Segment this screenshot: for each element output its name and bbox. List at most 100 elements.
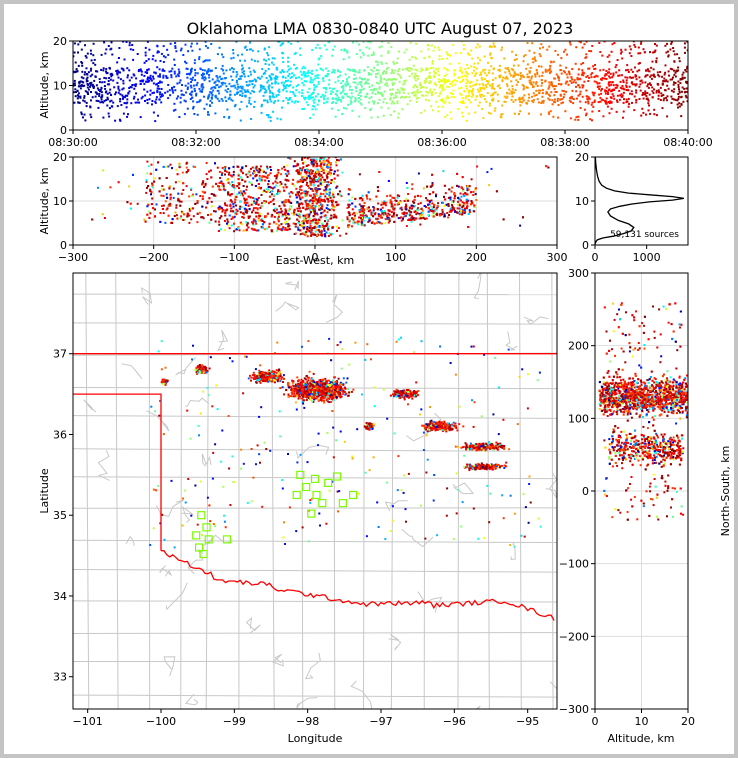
time-altitude-source-point	[415, 57, 418, 60]
time-altitude-source-point	[196, 42, 199, 45]
time-altitude-source-point	[312, 113, 315, 116]
time-altitude-source-point	[196, 101, 199, 104]
ew-altitude-source-point	[192, 165, 195, 168]
ew-altitude-source-point	[271, 199, 274, 202]
time-altitude-source-point	[478, 101, 481, 104]
time-altitude-source-point	[652, 92, 655, 94]
time-altitude-source-point	[265, 77, 268, 79]
ew-altitude-source-point	[228, 171, 231, 174]
ew-altitude-source-point	[348, 220, 351, 223]
time-altitude-source-point	[146, 80, 149, 83]
time-altitude-source-point	[201, 74, 204, 77]
time-altitude-source-point	[275, 95, 278, 98]
time-altitude-source-point	[475, 95, 478, 98]
time-altitude-source-point	[204, 77, 207, 80]
time-altitude-source-point	[621, 87, 624, 90]
ew-altitude-source-point	[403, 215, 406, 218]
ew-altitude-source-point	[386, 215, 389, 218]
ew-altitude-source-point	[271, 187, 274, 190]
time-altitude-source-point	[473, 75, 476, 77]
time-altitude-source-point	[190, 67, 193, 70]
time-altitude-source-point	[203, 73, 206, 76]
time-altitude-source-point	[185, 62, 188, 65]
ew-altitude-source-point	[280, 210, 283, 213]
ew-altitude-source-point	[441, 201, 443, 204]
ew-altitude-source-point	[229, 210, 232, 213]
ew-altitude-source-point	[315, 165, 318, 168]
ew-altitude-source-point	[367, 217, 370, 220]
time-altitude-source-point	[384, 72, 387, 75]
time-altitude-source-point	[104, 87, 107, 90]
ew-altitude-source-point	[266, 177, 269, 179]
time-altitude-source-point	[313, 77, 316, 80]
ew-altitude-source-point	[162, 165, 165, 168]
time-altitude-source-point	[79, 96, 82, 99]
ew-altitude-source-point	[279, 181, 282, 183]
ew-altitude-source-point	[330, 180, 333, 183]
time-altitude-source-point	[438, 86, 441, 89]
time-altitude-source-point	[604, 92, 607, 95]
ew-altitude-source-point	[317, 225, 320, 228]
time-altitude-source-point	[73, 84, 75, 87]
time-altitude-source-point	[234, 103, 237, 106]
time-altitude-source-point	[421, 69, 424, 71]
ew-altitude-source-point	[488, 184, 491, 187]
time-altitude-source-point	[78, 81, 81, 84]
ew-altitude-source-point	[161, 185, 164, 187]
ew-altitude-source-point	[324, 214, 327, 217]
time-altitude-source-point	[572, 98, 575, 101]
ew-altitude-source-point	[334, 215, 337, 218]
ew-altitude-source-point	[367, 191, 370, 194]
time-altitude-source-point	[452, 89, 455, 92]
time-altitude-source-point	[401, 89, 404, 91]
time-altitude-source-point	[232, 85, 235, 88]
time-altitude-source-point	[523, 55, 525, 58]
ew-altitude-source-point	[324, 191, 327, 193]
time-altitude-source-point	[678, 102, 681, 105]
ew-altitude-source-point	[346, 218, 349, 221]
time-altitude-source-point	[192, 84, 195, 87]
time-altitude-source-point	[657, 74, 660, 77]
ew-altitude-source-point	[236, 228, 238, 231]
time-altitude-source-point	[670, 41, 673, 44]
time-altitude-source-point	[135, 83, 138, 86]
ew-altitude-source-point	[293, 160, 296, 163]
ew-altitude-source-point	[306, 207, 309, 210]
ew-altitude-source-point	[427, 210, 430, 213]
time-altitude-source-point	[389, 98, 392, 101]
ew-altitude-source-point	[460, 199, 462, 202]
ew-altitude-source-point	[155, 203, 158, 206]
time-altitude-source-point	[534, 59, 537, 62]
time-altitude-source-point	[394, 69, 397, 72]
time-altitude-source-point	[647, 109, 650, 112]
time-altitude-source-point	[359, 98, 362, 101]
time-altitude-source-point	[91, 83, 94, 86]
time-altitude-source-point	[608, 54, 611, 57]
time-altitude-source-point	[531, 42, 534, 45]
time-altitude-source-point	[151, 92, 154, 94]
ew-altitude-source-point	[132, 173, 134, 176]
time-altitude-source-point	[562, 96, 565, 99]
ew-altitude-source-point	[247, 217, 250, 219]
time-altitude-source-point	[90, 67, 93, 70]
time-altitude-source-point	[309, 94, 312, 97]
time-altitude-source-point	[440, 99, 442, 102]
time-altitude-source-point	[87, 88, 90, 91]
time-altitude-source-point	[610, 90, 613, 93]
time-altitude-source-point	[649, 75, 652, 78]
ew-altitude-source-point	[286, 228, 289, 231]
time-altitude-source-point	[627, 105, 630, 108]
ew-altitude-source-point	[254, 211, 257, 214]
time-altitude-source-point	[451, 84, 454, 87]
ew-altitude-source-point	[435, 207, 438, 210]
time-altitude-source-point	[392, 96, 395, 99]
time-altitude-source-point	[310, 78, 313, 81]
ew-altitude-source-point	[457, 185, 460, 188]
time-altitude-source-point	[607, 101, 610, 103]
time-altitude-source-point	[408, 75, 411, 78]
time-altitude-source-point	[125, 106, 128, 109]
ew-altitude-source-point	[171, 167, 173, 170]
ew-altitude-source-point	[306, 227, 309, 230]
time-altitude-source-point	[219, 85, 222, 88]
ew-altitude-source-point	[419, 223, 422, 226]
